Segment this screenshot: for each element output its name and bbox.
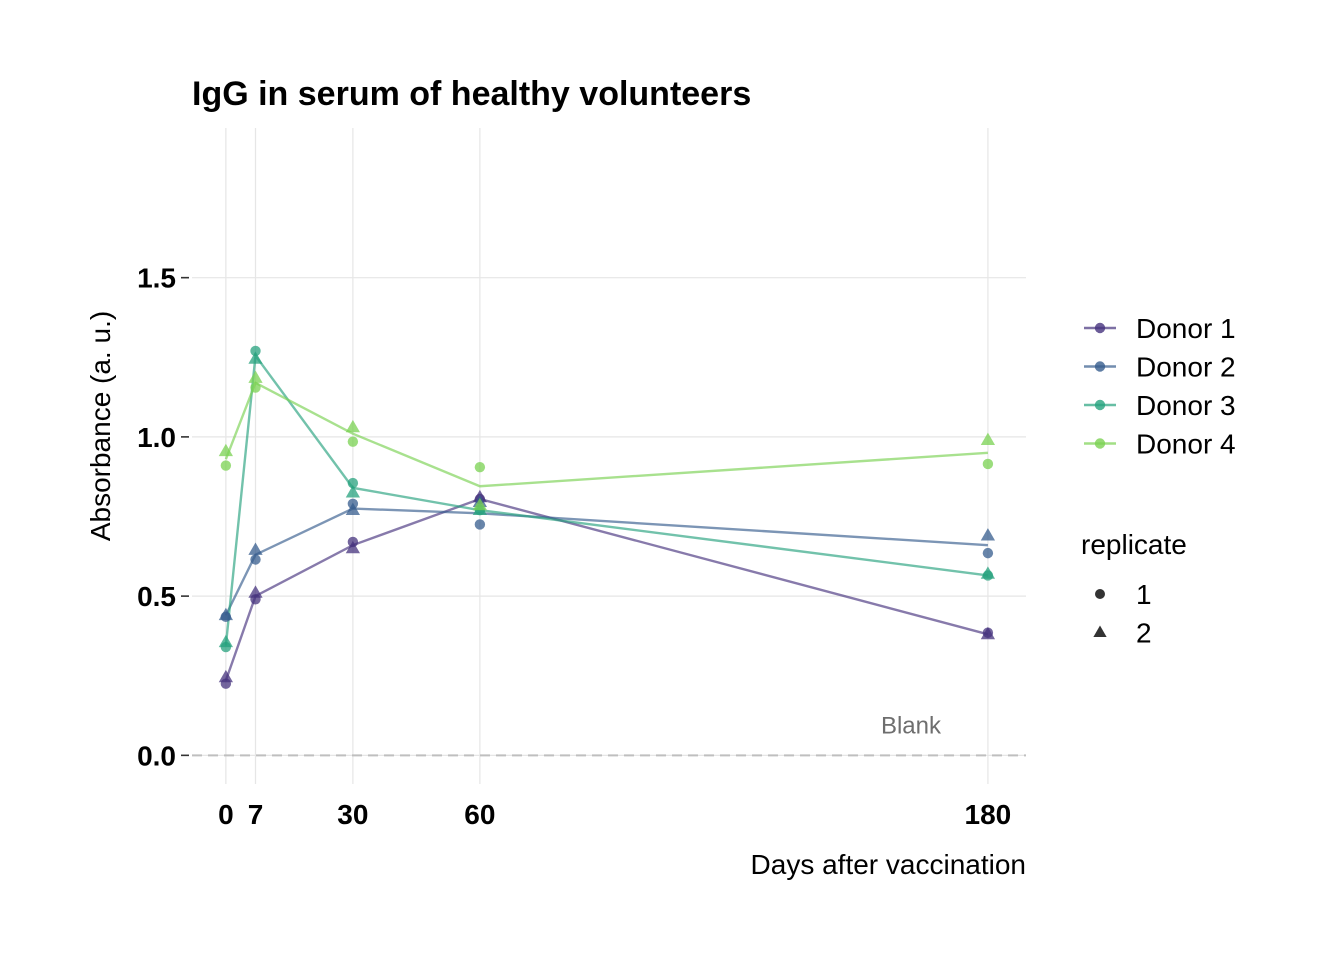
point-donor-4-rep-2 bbox=[345, 419, 360, 433]
x-axis-title: Days after vaccination bbox=[751, 849, 1026, 880]
series-line-donor-4 bbox=[224, 381, 988, 488]
point-donor-4-rep-1 bbox=[982, 458, 994, 470]
x-tick-label: 0 bbox=[218, 799, 234, 830]
point-donor-2-rep-1 bbox=[474, 519, 486, 530]
legend-marker-circle bbox=[1095, 589, 1105, 599]
y-tick-label: 0.5 bbox=[137, 581, 176, 612]
y-axis-title: Absorbance (a. u.) bbox=[85, 311, 116, 541]
point-donor-1-rep-2 bbox=[345, 540, 360, 554]
grid-layer bbox=[192, 128, 1026, 784]
legend-marker-donor-1 bbox=[1094, 322, 1106, 334]
point-donor-2-rep-2 bbox=[218, 607, 233, 621]
point-donor-4-rep-1 bbox=[220, 460, 232, 471]
series-lines bbox=[224, 352, 989, 681]
point-donor-1-rep-2 bbox=[248, 585, 263, 598]
point-donor-4-rep-1 bbox=[347, 436, 359, 447]
x-tick-label: 60 bbox=[464, 799, 495, 830]
legend-replicate: replicate 1 2 bbox=[1081, 529, 1187, 649]
point-donor-4-rep-1 bbox=[250, 382, 261, 393]
legend-marker-donor-2 bbox=[1094, 361, 1106, 372]
legend-label-donor-3: Donor 3 bbox=[1136, 390, 1236, 421]
data-points bbox=[218, 345, 996, 689]
legend-label-donor-2: Donor 2 bbox=[1136, 352, 1236, 383]
series-line-donor-3 bbox=[224, 352, 989, 646]
point-donor-1-rep-2 bbox=[218, 669, 233, 683]
point-donor-4-rep-2 bbox=[218, 443, 233, 457]
y-tick-label: 1.0 bbox=[137, 422, 176, 453]
point-donor-3-rep-1 bbox=[250, 345, 261, 357]
point-donor-4-rep-2 bbox=[980, 432, 996, 445]
y-tick-label: 0.0 bbox=[137, 740, 176, 771]
x-tick-label: 7 bbox=[248, 799, 264, 830]
legend-label-replicate-1: 1 bbox=[1136, 579, 1152, 610]
point-donor-2-rep-2 bbox=[345, 502, 360, 516]
x-tick-label: 30 bbox=[337, 799, 368, 830]
legend-label-replicate-2: 2 bbox=[1136, 618, 1152, 649]
legend-donor: Donor 1 Donor 2 Donor 3 Donor 4 bbox=[1084, 313, 1236, 460]
legend-label-donor-1: Donor 1 bbox=[1136, 313, 1236, 344]
point-donor-2-rep-2 bbox=[248, 542, 263, 555]
legend-marker-donor-4 bbox=[1094, 438, 1106, 449]
point-donor-3-rep-2 bbox=[345, 485, 360, 498]
point-donor-2-rep-1 bbox=[982, 547, 994, 559]
point-donor-4-rep-2 bbox=[248, 370, 263, 383]
point-donor-2-rep-2 bbox=[980, 528, 996, 541]
y-axis: 0.0 0.5 1.0 1.5 bbox=[137, 263, 189, 771]
point-donor-3-rep-2 bbox=[980, 566, 996, 579]
legend-marker-donor-3 bbox=[1094, 399, 1106, 411]
point-donor-3-rep-1 bbox=[347, 477, 359, 489]
point-donor-1-rep-2 bbox=[980, 626, 996, 640]
point-donor-3-rep-2 bbox=[218, 634, 233, 648]
legend-label-donor-4: Donor 4 bbox=[1136, 429, 1236, 460]
legend-replicate-title: replicate bbox=[1081, 529, 1187, 560]
blank-label: Blank bbox=[881, 712, 942, 739]
point-donor-3-rep-2 bbox=[248, 351, 263, 364]
point-donor-4-rep-1 bbox=[474, 461, 486, 473]
y-tick-label: 1.5 bbox=[137, 263, 176, 294]
point-donor-4-rep-2 bbox=[472, 497, 488, 511]
x-axis: 0 7 30 60 180 bbox=[218, 799, 1011, 830]
legend-marker-triangle bbox=[1093, 625, 1107, 638]
point-donor-2-rep-1 bbox=[250, 554, 261, 565]
x-tick-label: 180 bbox=[965, 799, 1012, 830]
chart-title: IgG in serum of healthy volunteers bbox=[192, 75, 751, 113]
